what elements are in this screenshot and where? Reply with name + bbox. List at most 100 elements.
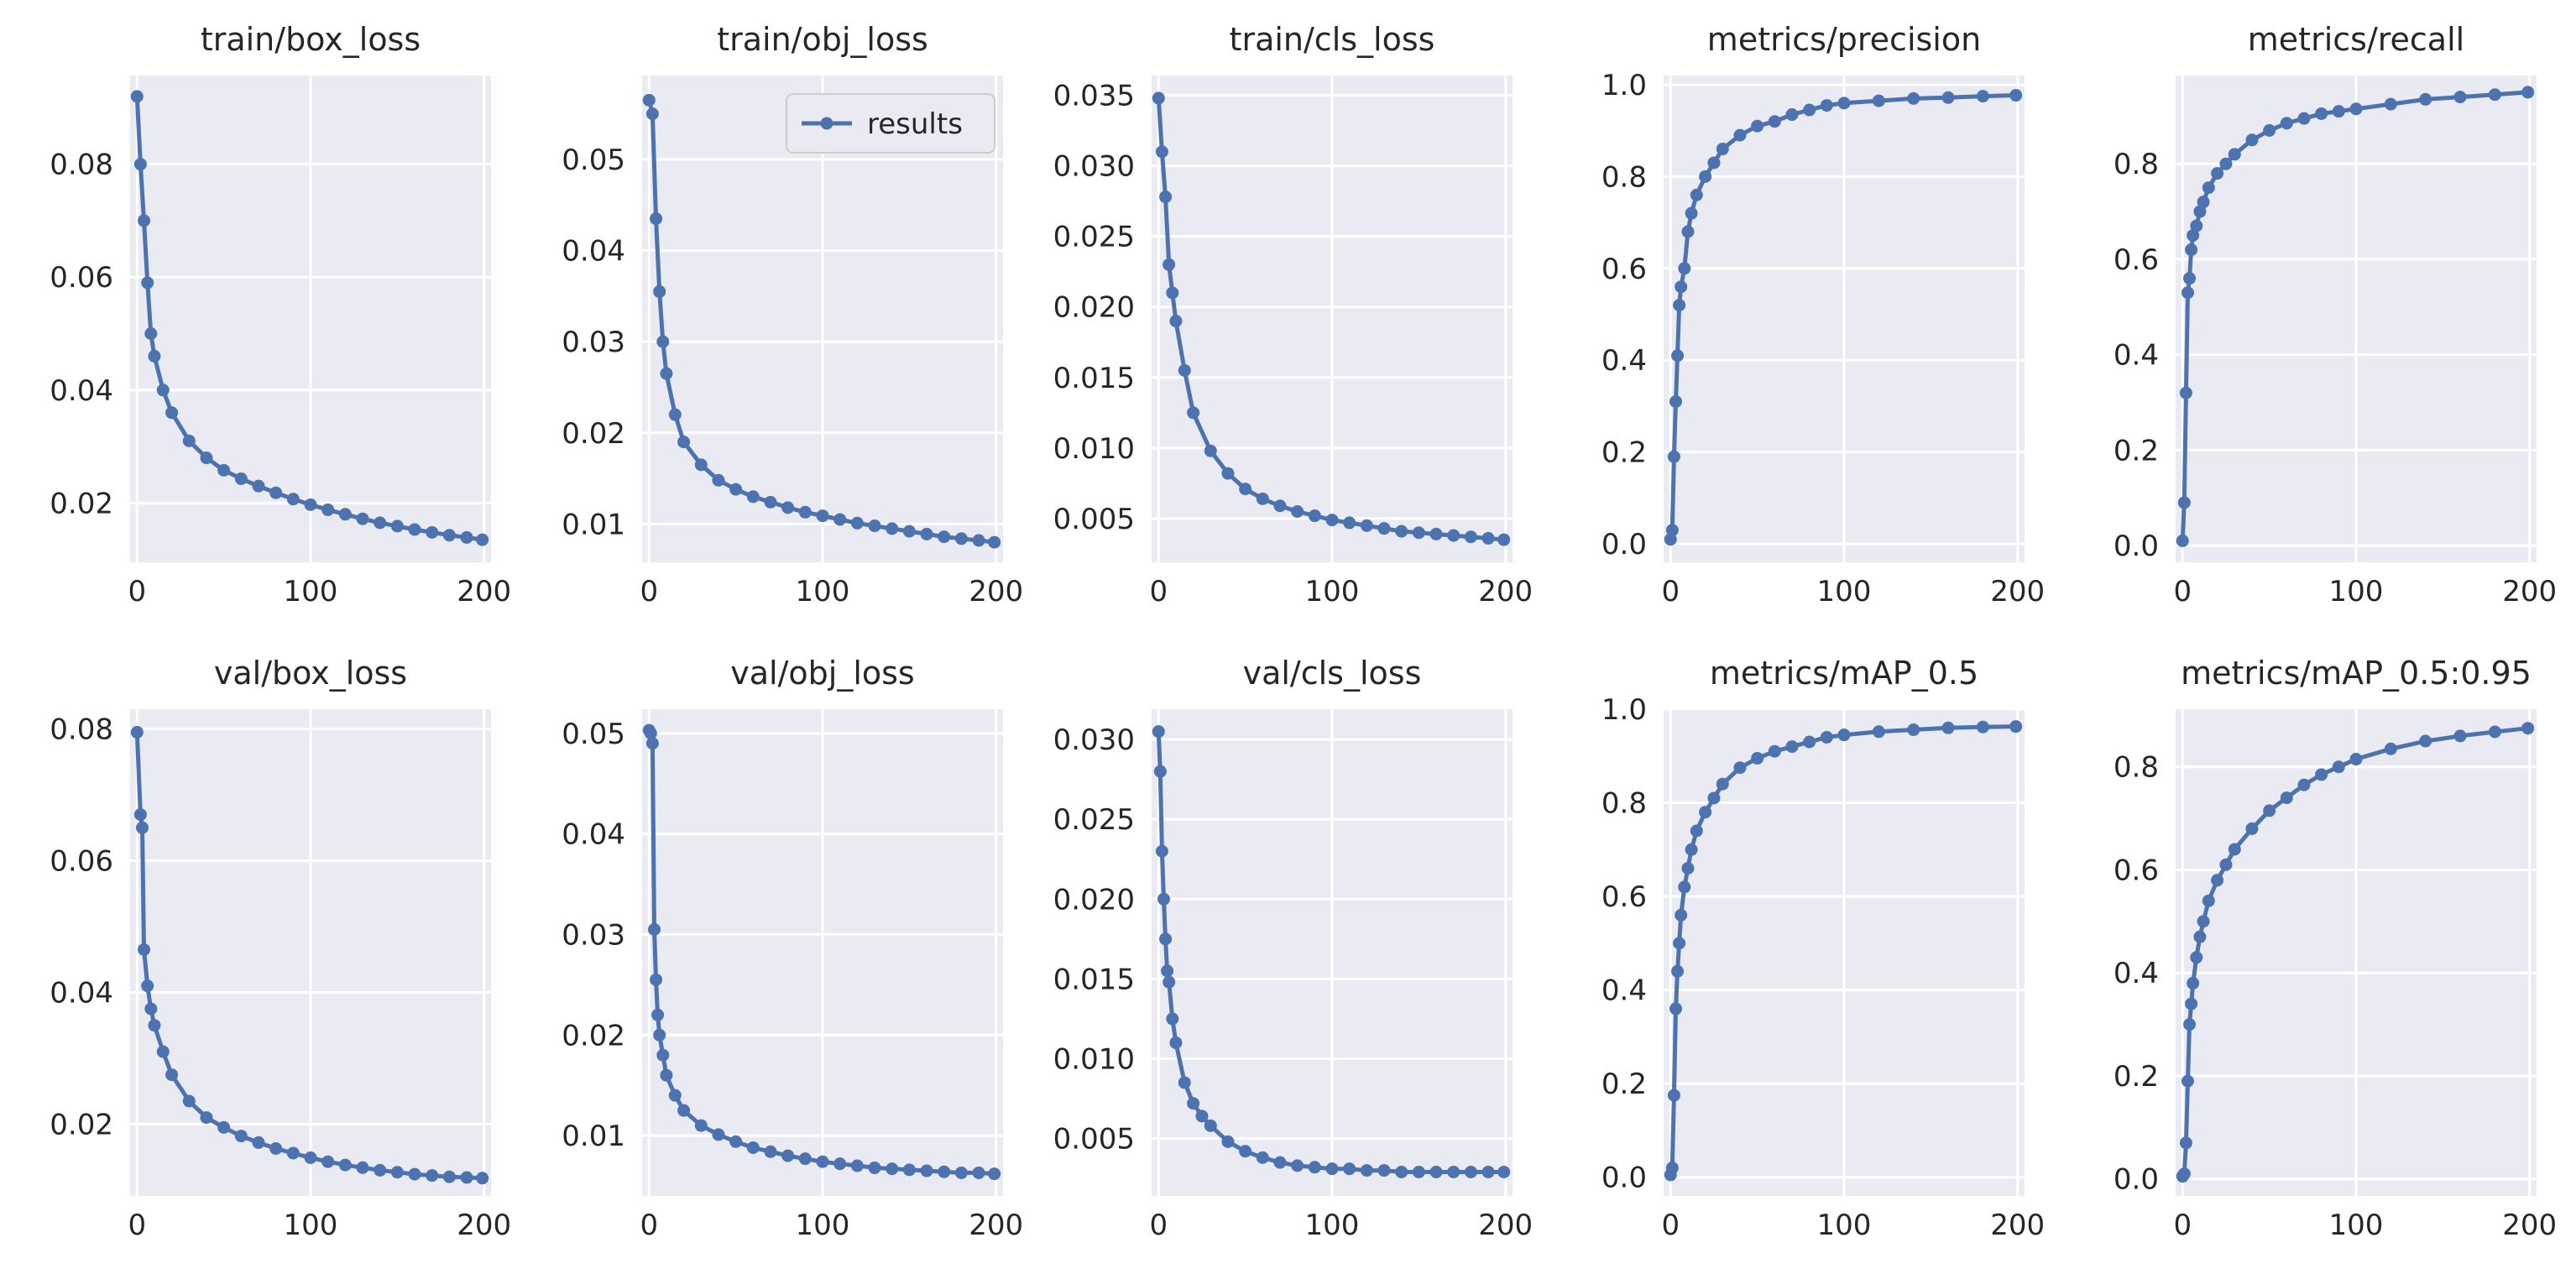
val-box-loss-data-point [135,821,149,834]
metrics-precision-data-point [1699,170,1712,183]
val-box-loss-data-point [234,1130,248,1143]
train-box-loss-title: train/box_loss [201,21,421,58]
metrics-precision-data-point [1872,94,1885,107]
metrics-map-0-5-0-95-title: metrics/mAP_0.5:0.95 [2181,655,2532,692]
y-tick-label: 0.010 [1053,1042,1135,1076]
y-tick-label: 0.03 [562,326,625,359]
val-cls-loss-data-point [1195,1110,1209,1123]
val-box-loss-data-point [141,979,154,993]
val-cls-loss-data-point [1169,1036,1183,1049]
train-obj-loss-data-point [729,483,743,496]
val-obj-loss-data-point [781,1149,795,1162]
metrics-map-0-5-0-95-data-point [2297,778,2311,791]
train-cls-loss-data-point [1464,530,1477,544]
train-cls-loss-data-point [1291,504,1304,518]
val-cls-loss-data-point [1166,1012,1179,1026]
metrics-map-0-5-data-point [1699,806,1712,819]
metrics-map-0-5-0-95-data-point [2211,874,2224,887]
metrics-precision-data-point [1673,299,1686,312]
metrics-precision-data-point [1678,262,1691,275]
y-tick-label: 0.6 [1602,880,1647,914]
metrics-map-0-5-data-point [1803,735,1816,749]
train-obj-loss-data-point [988,535,1001,549]
train-cls-loss-data-point [1169,315,1183,328]
metrics-recall-data-point [2202,181,2215,195]
train-cls-loss-data-point [1256,492,1269,505]
val-obj-loss-data-point [798,1152,812,1166]
metrics-precision-data-point [1707,156,1721,170]
val-cls-loss-data-point [1377,1164,1391,1177]
x-tick-label: 100 [1817,1209,1872,1242]
val-obj-loss-data-point [938,1165,951,1178]
metrics-precision-panel: 0 100 200 0.0 0.2 0.4 0.6 0.8 1.0 metrics/precisi… [1602,21,2045,608]
train-box-loss-data-point [408,523,421,536]
metrics-recall-data-point [2183,272,2197,285]
train-obj-loss-data-point [798,505,812,519]
y-tick-label: 0.02 [562,1019,625,1052]
y-tick-label: 0.02 [50,487,113,520]
train-cls-loss-data-point [1429,527,1443,540]
metrics-map-0-5-0-95-data-point [2228,843,2241,856]
metrics-precision-data-point [1976,90,1989,103]
val-box-loss-data-point [286,1146,300,1160]
val-box-loss-data-point [356,1161,369,1174]
metrics-map-0-5-data-point [1673,937,1686,950]
metrics-precision-data-point [1768,115,1781,128]
metrics-map-0-5-data-point [1820,730,1833,744]
y-tick-label: 0.05 [562,144,625,177]
val-cls-loss-data-point [1325,1162,1339,1176]
val-box-loss-data-point [130,725,144,739]
metrics-map-0-5-0-95-data-point [2179,1136,2192,1150]
train-box-loss-data-point [269,486,283,499]
metrics-map-0-5-0-95-data-point [2187,977,2200,990]
train-obj-loss-data-point [660,367,673,380]
metrics-recall-panel: 0 100 200 0.0 0.2 0.4 0.6 0.8 metrics/recall [2114,21,2557,608]
metrics-map-0-5-0-95-data-point [2384,742,2397,755]
y-tick-label: 0.01 [562,1120,625,1153]
metrics-map-0-5-data-point [1716,777,1729,791]
train-obj-loss-title: train/obj_loss [717,21,928,58]
metrics-map-0-5-data-point [1785,740,1799,754]
val-cls-loss-data-point [1429,1165,1443,1178]
val-box-loss-data-point [133,808,147,822]
y-tick-label: 0.010 [1053,432,1135,466]
metrics-map-0-5-0-95-data-point [2263,804,2276,817]
train-box-loss-data-point [426,525,439,539]
val-cls-loss-data-point [1447,1165,1460,1178]
metrics-map-0-5-data-point [1768,744,1781,758]
metrics-precision-data-point [1681,225,1695,238]
y-tick-label: 0.030 [1053,150,1135,184]
y-tick-label: 0.005 [1053,503,1135,536]
val-cls-loss-data-point [1395,1165,1408,1178]
train-obj-loss-data-point [920,527,933,540]
metrics-recall-data-point [2349,102,2363,116]
y-tick-label: 0.04 [50,976,113,1010]
val-box-loss-data-point [460,1171,473,1184]
y-tick-label: 0.04 [562,235,625,269]
val-cls-loss-data-point [1239,1145,1252,1158]
train-cls-loss-data-point [1377,522,1391,535]
y-tick-label: 0.0 [1602,528,1647,561]
x-tick-label: 200 [969,1209,1023,1242]
train-obj-loss-data-point [668,408,682,421]
metrics-recall-data-point [2228,148,2241,161]
metrics-precision-data-point [1751,119,1764,133]
x-tick-label: 0 [128,575,146,608]
train-obj-loss-data-point [886,522,899,535]
metrics-recall-title: metrics/recall [2248,21,2464,58]
metrics-recall-data-point [2488,88,2501,102]
metrics-map-0-5-data-point [1685,843,1698,856]
metrics-recall-data-point [2176,534,2189,547]
val-box-loss-data-point [338,1158,352,1172]
metrics-recall-data-point [2211,167,2224,180]
val-box-loss-data-point [165,1068,179,1082]
train-obj-loss-data-point [781,501,795,514]
val-cls-loss-data-point [1157,892,1170,906]
legend-box [786,93,995,154]
metrics-map-0-5-data-point [1669,1002,1682,1016]
metrics-recall-data-point [2332,105,2345,118]
y-tick-label: 0.06 [50,845,113,879]
train-cls-loss-panel: 0 100 200 0.005 0.010 0.015 0.020 0.025 0.030 0.0… [1053,21,1534,608]
train-cls-loss-data-point [1308,509,1321,523]
y-tick-label: 0.025 [1053,803,1135,837]
